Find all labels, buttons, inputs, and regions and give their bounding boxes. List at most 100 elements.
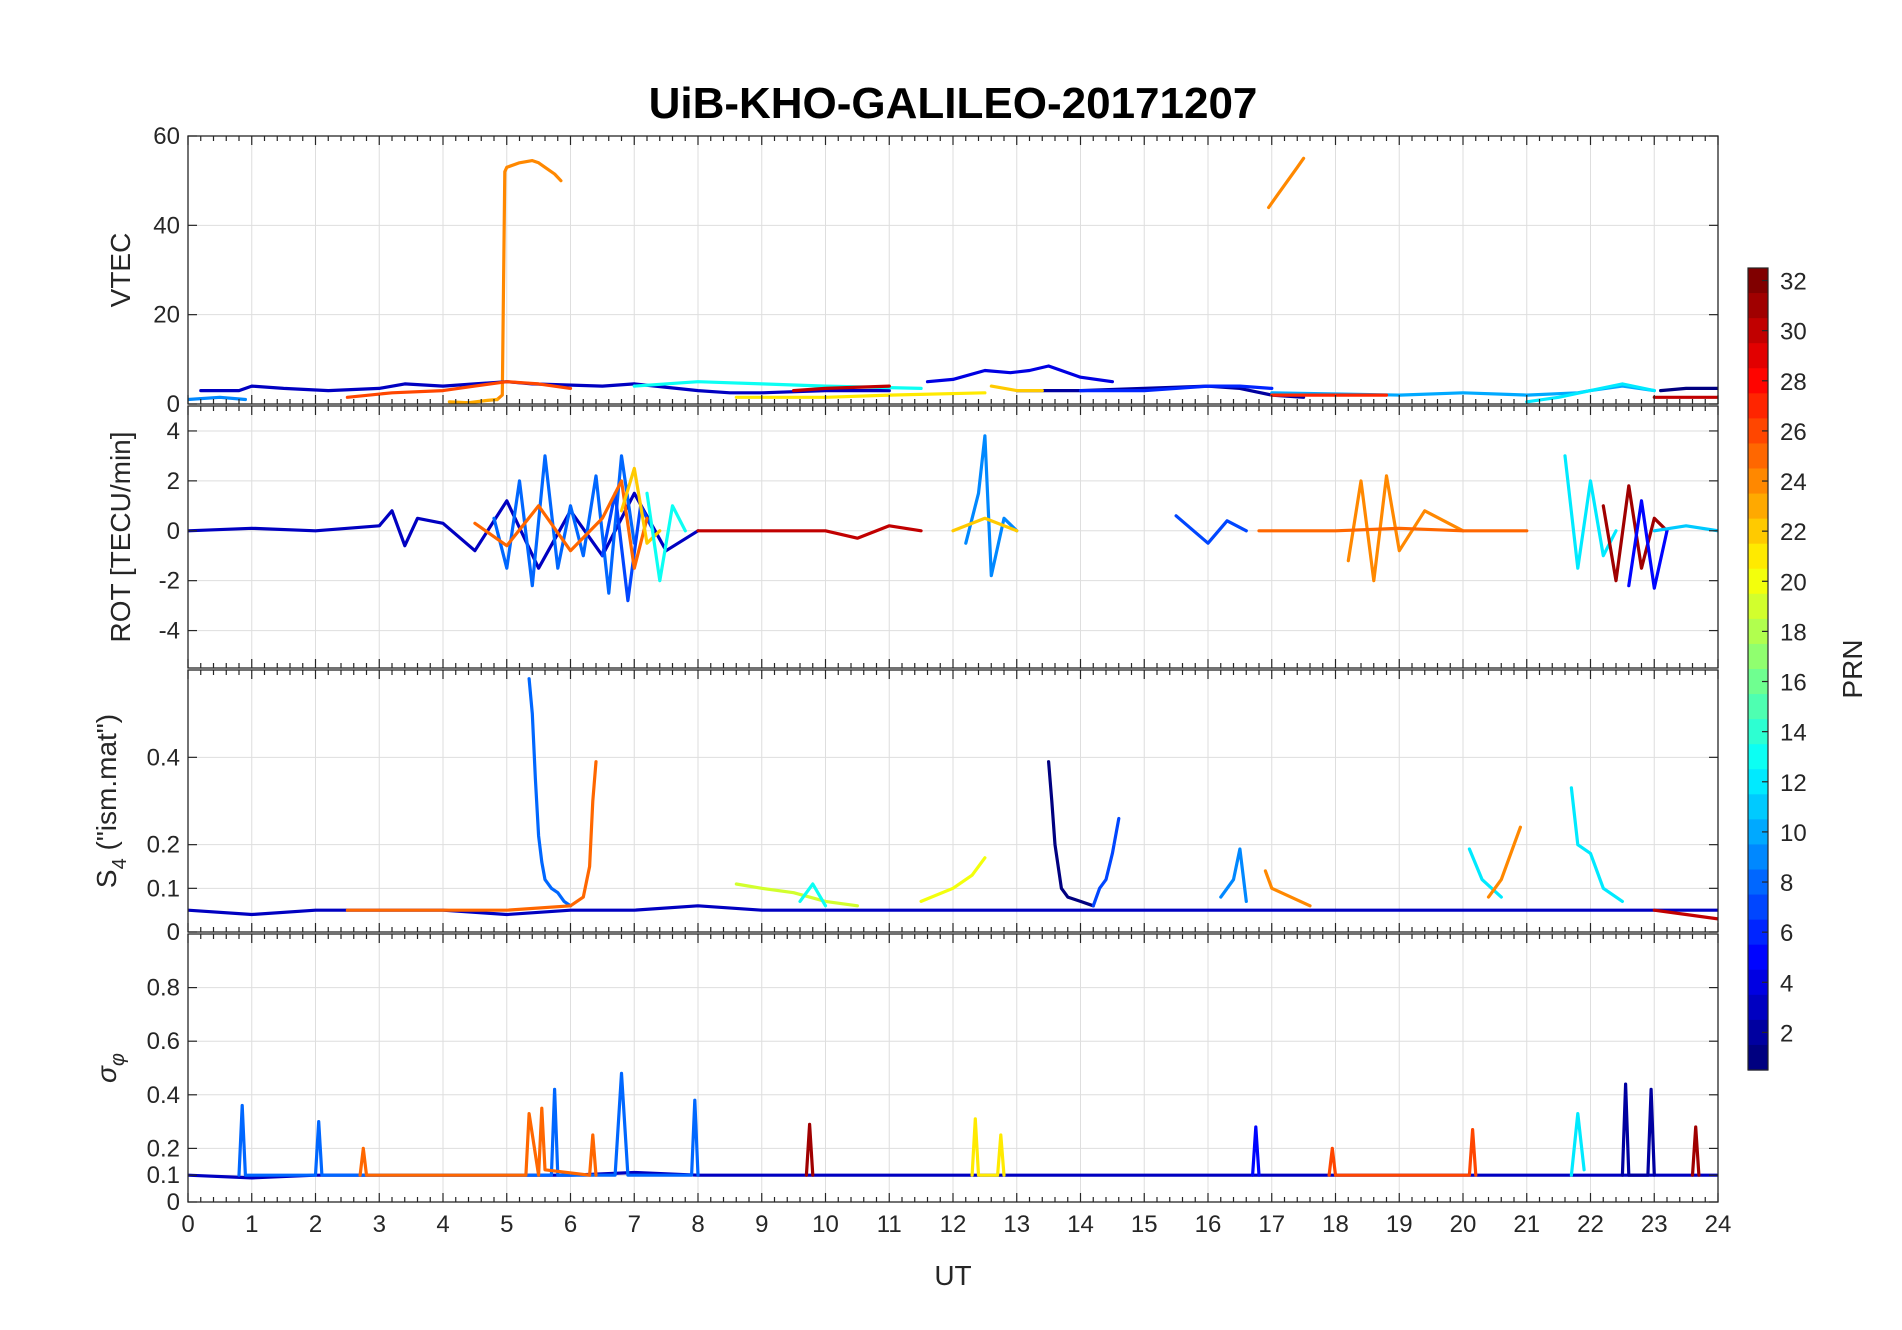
x-tick-label: 19 bbox=[1386, 1211, 1413, 1238]
series-line-prn-4 bbox=[925, 364, 1114, 384]
colorbar-tick-label: 32 bbox=[1780, 269, 1807, 296]
y-tick-label: 0.1 bbox=[147, 1162, 180, 1189]
y-tick-label: 0 bbox=[167, 518, 180, 545]
s4-panel: 0 0.1 0.2 0.4 S4 ("ism.mat") bbox=[91, 669, 1719, 946]
y-tick-label: 0.6 bbox=[147, 1028, 180, 1055]
series-group bbox=[188, 156, 1718, 404]
series-line-prn-30 bbox=[792, 384, 891, 393]
colorbar-segment bbox=[1748, 568, 1768, 595]
colorbar-segment bbox=[1748, 794, 1768, 820]
y-tick-label: 0.1 bbox=[147, 875, 180, 902]
series-line-prn-31 bbox=[804, 1122, 815, 1177]
y-tick-label: 0 bbox=[167, 919, 180, 946]
x-tick-label: 22 bbox=[1577, 1211, 1604, 1238]
series-line-prn-6 bbox=[1078, 384, 1274, 393]
series-line-prn-13 bbox=[798, 882, 828, 908]
colorbar-segment bbox=[1748, 493, 1768, 520]
x-tick-label: 11 bbox=[877, 1211, 902, 1238]
series-line-prn-12 bbox=[1563, 454, 1618, 570]
colorbar-segment bbox=[1748, 744, 1768, 770]
series-line-prn-8 bbox=[237, 1071, 700, 1177]
colorbar-segment bbox=[1748, 593, 1768, 620]
x-tick-label: 2 bbox=[309, 1211, 322, 1238]
series-line-prn-31 bbox=[1690, 1125, 1701, 1177]
y-tick-label: 60 bbox=[153, 123, 180, 150]
series-line-prn-13 bbox=[645, 491, 687, 583]
colorbar-tick-label: 8 bbox=[1780, 870, 1793, 897]
x-tick-label: 5 bbox=[500, 1211, 513, 1238]
series-line-prn-22 bbox=[989, 384, 1044, 393]
rot-panel: -4 -2 0 2 4 ROT [TECU/min] bbox=[105, 405, 1719, 669]
series-group bbox=[188, 1071, 1718, 1180]
series-line-prn-9 bbox=[1219, 847, 1248, 903]
series-group bbox=[188, 677, 1718, 921]
x-tick-label: 9 bbox=[755, 1211, 768, 1238]
y-tick-label: 0.8 bbox=[147, 975, 180, 1002]
series-line-prn-24 bbox=[1346, 474, 1465, 583]
series-line-prn-20 bbox=[919, 856, 987, 903]
vtec-panel: 0 20 40 60 VTEC bbox=[105, 123, 1719, 418]
x-tick-label: 0 bbox=[181, 1211, 194, 1238]
y-axis-label: ROT [TECU/min] bbox=[105, 431, 136, 642]
colorbar-tick-label: 16 bbox=[1780, 670, 1807, 697]
x-tick-label: 1 bbox=[245, 1211, 258, 1238]
colorbar-tick-label: 6 bbox=[1780, 920, 1793, 947]
colorbar-segment bbox=[1748, 318, 1768, 344]
colorbar-tick-label: 26 bbox=[1780, 419, 1807, 446]
series-line-prn-12 bbox=[1569, 786, 1624, 903]
series-line-prn-1 bbox=[1659, 386, 1718, 393]
colorbar-segment bbox=[1748, 769, 1768, 795]
colorbar-segment bbox=[1748, 869, 1768, 896]
y-tick-label: 4 bbox=[167, 418, 180, 445]
x-tick-label: 18 bbox=[1322, 1211, 1349, 1238]
series-line-prn-8 bbox=[492, 454, 636, 595]
colorbar-segment bbox=[1748, 418, 1768, 445]
series-line-prn-10 bbox=[1270, 384, 1656, 397]
series-line-prn-2 bbox=[1620, 1082, 1656, 1177]
colorbar-segment bbox=[1748, 1044, 1768, 1071]
x-tick-label: 8 bbox=[691, 1211, 704, 1238]
colorbar-label: PRN bbox=[1837, 639, 1868, 698]
series-line-prn-21 bbox=[734, 391, 987, 399]
colorbar-segment bbox=[1748, 719, 1768, 745]
x-tick-label: 7 bbox=[628, 1211, 641, 1238]
x-tick-label: 16 bbox=[1195, 1211, 1222, 1238]
colorbar-tick-label: 30 bbox=[1780, 319, 1807, 346]
x-tick-label: 12 bbox=[940, 1211, 967, 1238]
colorbar-tick-label: 28 bbox=[1780, 369, 1807, 396]
series-line-prn-9 bbox=[188, 395, 247, 402]
x-tick-label: 3 bbox=[373, 1211, 386, 1238]
series-line-prn-5 bbox=[1627, 499, 1669, 590]
series-line-prn-11 bbox=[1652, 524, 1718, 533]
series-line-prn-25 bbox=[345, 760, 598, 912]
series-line-prn-19 bbox=[734, 882, 859, 908]
x-tick-label: 15 bbox=[1131, 1211, 1158, 1238]
y-tick-label: -4 bbox=[159, 618, 180, 645]
series-line-prn-7 bbox=[1091, 816, 1121, 908]
colorbar-segment bbox=[1748, 393, 1768, 419]
y-tick-label: 0.2 bbox=[147, 1135, 180, 1162]
x-tick-label: 14 bbox=[1067, 1211, 1094, 1238]
x-tick-label: 23 bbox=[1641, 1211, 1668, 1238]
y-axis-label: VTEC bbox=[105, 233, 136, 308]
colorbar-segment bbox=[1748, 643, 1768, 670]
colorbar-tick-label: 2 bbox=[1780, 1020, 1793, 1047]
series-line-prn-25 bbox=[473, 479, 649, 570]
colorbar-segment bbox=[1748, 618, 1768, 645]
series-line-prn-5 bbox=[1251, 1125, 1261, 1177]
colorbar-segment bbox=[1748, 944, 1768, 971]
colorbar-segment bbox=[1748, 343, 1768, 369]
series-line-prn-30 bbox=[1652, 908, 1718, 921]
sigma-phi-panel: 00.10.20.40.60.80 1 2 3 4 5 6 7 8 9 10 11 12 13 14 15 16… bbox=[91, 933, 1731, 1238]
series-line-prn-9 bbox=[964, 434, 1019, 578]
series-line-prn-24 bbox=[495, 159, 563, 402]
colorbar-tick-label: 4 bbox=[1780, 970, 1793, 997]
colorbar-segment bbox=[1748, 268, 1768, 294]
colorbar-segment bbox=[1748, 543, 1768, 570]
series-line-prn-1 bbox=[1047, 760, 1095, 908]
series-line-prn-12 bbox=[1525, 382, 1656, 404]
colorbar-segment bbox=[1748, 844, 1768, 871]
series-line-prn-30 bbox=[696, 524, 923, 540]
series-line-prn-25 bbox=[358, 1106, 598, 1177]
series-line-prn-24 bbox=[1486, 825, 1522, 899]
